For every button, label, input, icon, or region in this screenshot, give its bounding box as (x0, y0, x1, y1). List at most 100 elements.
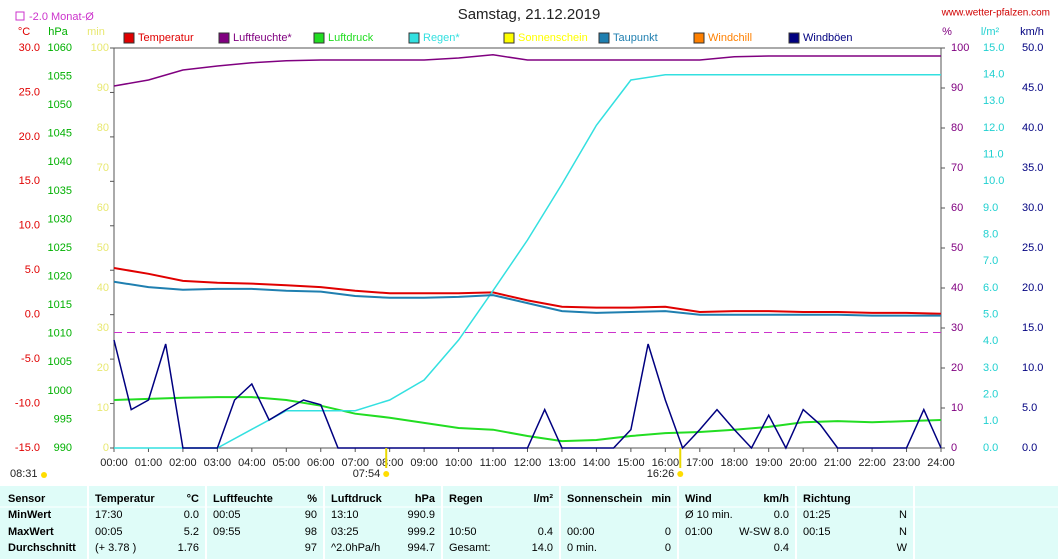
legend-label: Sonnenschein (518, 32, 588, 44)
legend-label: Luftdruck (328, 32, 374, 44)
table-cell: Gesamt: (449, 542, 491, 554)
y-tick-label: 1030 (48, 213, 72, 225)
y-tick-label: 8.0 (983, 229, 998, 241)
y-tick-label: 1005 (48, 356, 72, 368)
table-cell: 09:55 (213, 526, 241, 538)
axis-unit: % (942, 26, 952, 38)
legend-label: Windchill (708, 32, 752, 44)
y-tick-label: 0 (951, 442, 957, 454)
series-line (113, 339, 942, 450)
sun-label: 07:54 (353, 468, 381, 480)
table-cell: 01:25 (803, 509, 831, 521)
table-cell: 00:00 (567, 526, 595, 538)
legend-label: Regen* (423, 32, 460, 44)
series-line (113, 54, 941, 87)
y-tick-label: 70 (951, 162, 963, 174)
x-tick-label: 15:00 (617, 457, 645, 469)
table-cell: 0.0 (774, 509, 789, 521)
y-tick-label: 100 (91, 42, 109, 54)
y-tick-label: 1050 (48, 99, 72, 111)
table-cell: N (899, 526, 907, 538)
y-tick-label: 35.0 (1022, 162, 1043, 174)
x-tick-label: 16:00 (652, 457, 680, 469)
sun-dot (383, 471, 390, 477)
table-unit: °C (187, 493, 199, 505)
y-tick-label: 4.0 (983, 335, 998, 347)
table-cell: 0 min. (567, 542, 597, 554)
table-cell: 0.4 (774, 542, 789, 554)
table-cell: 999.2 (407, 526, 435, 538)
row-label: Durchschnitt (8, 542, 76, 554)
table-cell: Ø 10 min. (685, 509, 733, 521)
series-line (113, 396, 942, 443)
y-tick-label: 1020 (48, 270, 72, 282)
y-tick-label: 1025 (48, 242, 72, 254)
table-header: Sonnenschein (567, 493, 642, 505)
x-tick-label: 14:00 (583, 457, 611, 469)
table-cell: 0.0 (184, 509, 199, 521)
table-cell: 00:15 (803, 526, 831, 538)
y-tick-label: 1040 (48, 156, 72, 168)
y-tick-label: 5.0 (983, 309, 998, 321)
table-cell: 0.4 (538, 526, 553, 538)
legend-label: Windböen (803, 32, 853, 44)
y-tick-label: 70 (97, 162, 109, 174)
y-tick-label: 50 (97, 242, 109, 254)
y-tick-label: 990 (54, 442, 72, 454)
y-tick-label: 1010 (48, 328, 72, 340)
table-cell: 98 (305, 526, 317, 538)
table-cell: 10:50 (449, 526, 477, 538)
y-tick-label: 30 (951, 322, 963, 334)
series-line (114, 73, 941, 449)
y-tick-label: 995 (54, 413, 72, 425)
x-tick-label: 02:00 (169, 457, 197, 469)
y-tick-label: -10.0 (15, 397, 40, 409)
y-tick-label: 5.0 (25, 264, 40, 276)
y-tick-label: 20 (951, 362, 963, 374)
y-tick-label: 15.0 (983, 42, 1004, 54)
legend-label: Luftfeuchte* (233, 32, 292, 44)
y-tick-label: 7.0 (983, 255, 998, 267)
x-tick-label: 20:00 (789, 457, 817, 469)
y-tick-label: 15.0 (1022, 322, 1043, 334)
y-tick-label: 10.0 (983, 175, 1004, 187)
x-tick-label: 24:00 (927, 457, 955, 469)
table-header: Luftdruck (331, 493, 383, 505)
x-tick-label: 05:00 (273, 457, 301, 469)
table-cell: 01:00 (685, 526, 713, 538)
axis-unit: km/h (1020, 26, 1044, 38)
y-tick-label: 1000 (48, 385, 72, 397)
table-header: Sensor (8, 493, 46, 505)
y-tick-label: 10 (951, 402, 963, 414)
axis-unit: min (87, 26, 105, 38)
x-tick-label: 18:00 (720, 457, 748, 469)
y-tick-label: 3.0 (983, 362, 998, 374)
table-header: Richtung (803, 493, 851, 505)
x-tick-label: 12:00 (514, 457, 542, 469)
y-tick-label: 10 (97, 402, 109, 414)
legend-swatch (693, 32, 705, 44)
y-tick-label: 50.0 (1022, 42, 1043, 54)
table-cell: 1.76 (178, 542, 199, 554)
y-tick-label: 1045 (48, 128, 72, 140)
y-tick-label: 40 (951, 282, 963, 294)
x-tick-label: 19:00 (755, 457, 783, 469)
x-tick-label: 22:00 (858, 457, 886, 469)
table-cell: 97 (305, 542, 317, 554)
table-cell: 90 (305, 509, 317, 521)
x-tick-label: 17:00 (686, 457, 714, 469)
legend-swatch (218, 32, 230, 44)
table-cell: 5.2 (184, 526, 199, 538)
y-tick-label: 0.0 (1022, 442, 1037, 454)
row-label: MaxWert (8, 526, 54, 538)
y-tick-label: 9.0 (983, 202, 998, 214)
x-tick-label: 07:00 (341, 457, 369, 469)
y-tick-label: 90 (951, 82, 963, 94)
table-cell: ^2.0hPa/h (331, 542, 380, 554)
chart-title: Samstag, 21.12.2019 (458, 6, 601, 23)
table-cell: W-SW 8.0 (739, 526, 789, 538)
table-cell: 990.9 (407, 509, 435, 521)
y-tick-label: 25.0 (1022, 242, 1043, 254)
